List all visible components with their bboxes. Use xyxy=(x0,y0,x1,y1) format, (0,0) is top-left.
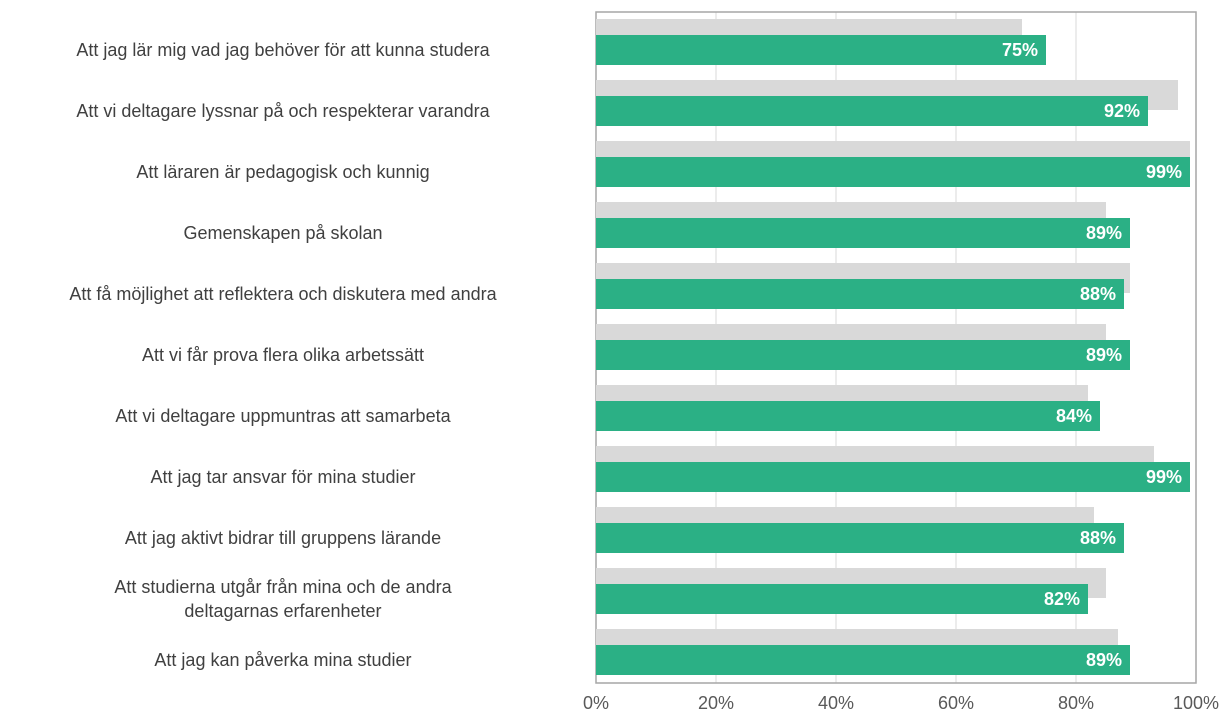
category-label: Att jag aktivt bidrar till gruppens lära… xyxy=(124,528,442,548)
category-label: Att jag kan påverka mina studier xyxy=(154,650,412,670)
data-label: 82% xyxy=(1044,589,1080,609)
x-tick-label: 60% xyxy=(938,693,974,713)
bar xyxy=(596,279,1124,309)
bar xyxy=(596,340,1130,370)
data-label: 88% xyxy=(1080,528,1116,548)
data-label: 99% xyxy=(1146,162,1182,182)
bar xyxy=(596,218,1130,248)
data-label: 89% xyxy=(1086,345,1122,365)
bar xyxy=(596,157,1190,187)
category-label: Att vi får prova flera olika arbetssätt xyxy=(141,345,425,365)
category-label: Att studierna utgår från mina och de and… xyxy=(114,577,452,621)
bar xyxy=(596,523,1124,553)
category-label: Att vi deltagare lyssnar på och respekte… xyxy=(76,101,490,121)
bar xyxy=(596,401,1100,431)
bar xyxy=(596,96,1148,126)
x-tick-label: 20% xyxy=(698,693,734,713)
data-label: 84% xyxy=(1056,406,1092,426)
bar xyxy=(596,462,1190,492)
x-tick-label: 40% xyxy=(818,693,854,713)
category-label: Att läraren är pedagogisk och kunnig xyxy=(136,162,430,182)
category-label: Att få möjlighet att reflektera och disk… xyxy=(69,284,497,304)
x-tick-label: 100% xyxy=(1173,693,1219,713)
category-label: Att jag tar ansvar för mina studier xyxy=(150,467,416,487)
data-label: 89% xyxy=(1086,650,1122,670)
data-label: 89% xyxy=(1086,223,1122,243)
category-label: Att vi deltagare uppmuntras att samarbet… xyxy=(115,406,451,426)
data-label: 75% xyxy=(1002,40,1038,60)
bar xyxy=(596,584,1088,614)
category-label: Gemenskapen på skolan xyxy=(183,223,383,243)
bar xyxy=(596,35,1046,65)
x-tick-label: 80% xyxy=(1058,693,1094,713)
data-label: 88% xyxy=(1080,284,1116,304)
data-label: 99% xyxy=(1146,467,1182,487)
data-label: 92% xyxy=(1104,101,1140,121)
x-tick-label: 0% xyxy=(583,693,609,713)
bar xyxy=(596,645,1130,675)
category-label: Att jag lär mig vad jag behöver för att … xyxy=(76,40,490,60)
